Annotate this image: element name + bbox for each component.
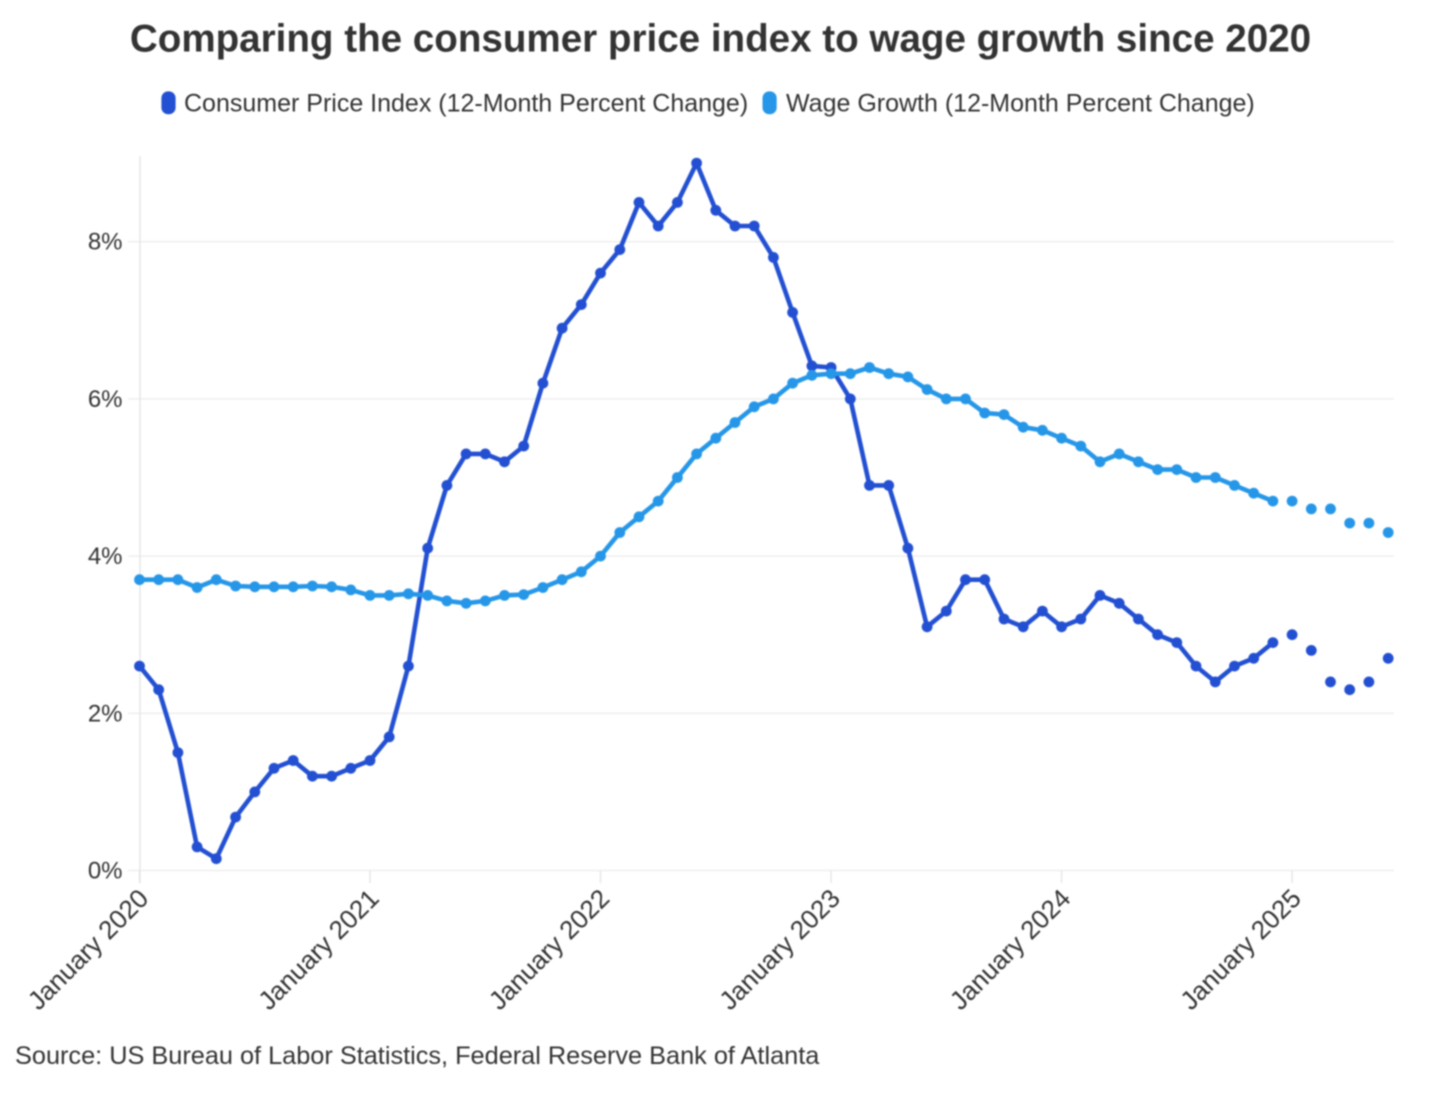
svg-text:Source: US Bureau of Labor Sta: Source: US Bureau of Labor Statistics, F… — [15, 1042, 820, 1070]
svg-text:4%: 4% — [88, 543, 123, 570]
svg-text:Consumer Price Index (12-Month: Consumer Price Index (12-Month Percent C… — [184, 90, 748, 118]
svg-text:2%: 2% — [88, 700, 123, 727]
svg-text:0%: 0% — [88, 858, 123, 885]
svg-text:Comparing the consumer price i: Comparing the consumer price index to wa… — [130, 18, 1311, 61]
svg-text:8%: 8% — [88, 229, 123, 256]
svg-text:6%: 6% — [88, 386, 123, 413]
svg-text:Wage Growth (12-Month Percent: Wage Growth (12-Month Percent Change) — [786, 90, 1255, 118]
